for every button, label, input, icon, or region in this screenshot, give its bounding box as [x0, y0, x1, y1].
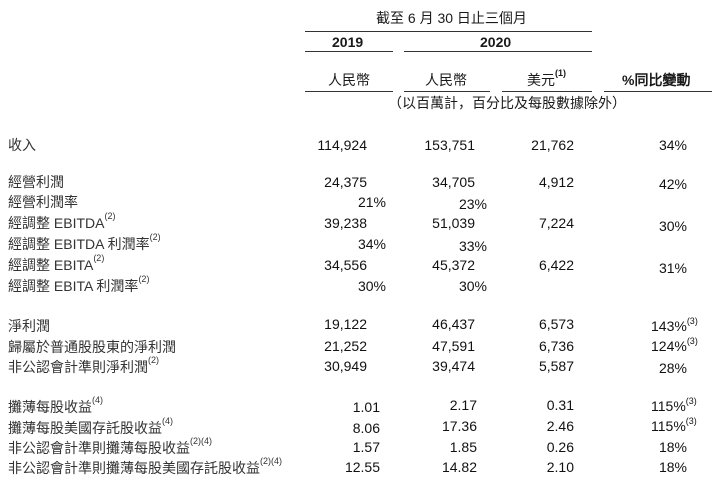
value-yoy: 28% — [658, 360, 687, 376]
value-yoy: 18% — [658, 459, 687, 475]
value-2020: 51,039 — [432, 215, 475, 231]
row-label: 攤薄每股收益(4) — [8, 395, 103, 415]
divider — [404, 91, 490, 92]
value-2020: 23% — [458, 196, 487, 212]
value-2020: 33% — [458, 238, 487, 254]
col-rmb-2020: 人民幣 — [425, 72, 467, 88]
value-yoy: 31% — [658, 260, 687, 276]
value-2020: 34,705 — [432, 174, 475, 190]
value-2020: 46,437 — [432, 316, 475, 332]
value-2020: 14.82 — [441, 459, 477, 475]
row-label: 收入 — [8, 137, 36, 153]
period-heading: 截至 6 月 30 日止三個月 — [376, 10, 527, 26]
value-2020: 47,591 — [432, 338, 475, 354]
value-2019: 19,122 — [324, 316, 367, 332]
divider — [604, 91, 712, 92]
value-usd: 2.10 — [546, 459, 574, 475]
value-yoy: 115%(3) — [651, 416, 697, 434]
col-rmb-2019: 人民幣 — [328, 72, 370, 88]
row-label: 攤薄每股美國存託股收益(4) — [8, 416, 173, 436]
col-yoy: %同比變動 — [622, 72, 691, 88]
year-2019-heading: 2019 — [332, 34, 364, 50]
row-label: 經調整 EBITA(2) — [8, 253, 105, 273]
value-2019: 24,375 — [324, 174, 367, 190]
value-2019: 12.55 — [344, 459, 380, 475]
row-label: 經調整 EBITDA(2) — [8, 211, 116, 231]
row-label: 非公認會計準則攤薄每股美國存託股收益(2)(4) — [8, 456, 282, 476]
row-label: 經調整 EBITDA 利潤率(2) — [8, 232, 161, 252]
value-2019: 21% — [357, 194, 386, 210]
divider — [502, 91, 592, 92]
value-2019: 8.06 — [352, 420, 380, 436]
value-2019: 30,949 — [324, 358, 367, 374]
row-label: 歸屬於普通股股東的淨利潤 — [8, 339, 176, 355]
value-2019: 1.01 — [352, 399, 380, 415]
value-yoy: 42% — [658, 176, 687, 192]
divider — [305, 91, 393, 92]
col-usd: 美元(1) — [527, 68, 566, 88]
value-usd: 6,573 — [538, 316, 574, 332]
value-2020: 2.17 — [449, 397, 477, 413]
divider — [305, 31, 592, 32]
value-2020: 39,474 — [432, 358, 475, 374]
row-label: 非公認會計準則淨利潤(2) — [8, 355, 159, 375]
value-2019: 21,252 — [324, 338, 367, 354]
value-2020: 45,372 — [432, 257, 475, 273]
value-yoy: 34% — [658, 137, 687, 153]
value-2020: 153,751 — [424, 137, 475, 153]
value-2019: 39,238 — [324, 215, 367, 231]
value-usd: 6,422 — [538, 257, 574, 273]
value-usd: 5,587 — [538, 358, 574, 374]
value-yoy: 30% — [658, 218, 687, 234]
row-label: 淨利潤 — [8, 318, 50, 334]
divider — [305, 51, 393, 52]
divider — [404, 51, 592, 52]
row-label: 經調整 EBITA 利潤率(2) — [8, 274, 150, 294]
year-2020-heading: 2020 — [480, 34, 512, 50]
value-2019: 114,924 — [317, 137, 367, 153]
value-2020: 1.85 — [449, 439, 477, 455]
value-usd: 21,762 — [531, 137, 574, 153]
unit-note: （以百萬計，百分比及每股數據除外） — [388, 95, 626, 111]
row-label: 非公認會計準則攤薄每股收益(2)(4) — [8, 436, 212, 456]
value-2019: 1.57 — [352, 439, 380, 455]
value-usd: 0.31 — [546, 397, 574, 413]
value-2020: 17.36 — [441, 418, 477, 434]
value-usd: 7,224 — [538, 215, 574, 231]
row-label: 經營利潤率 — [8, 194, 78, 210]
value-yoy: 18% — [658, 439, 687, 455]
value-2019: 34,556 — [324, 257, 367, 273]
value-yoy: 143%(3) — [651, 316, 698, 334]
value-usd: 2.46 — [546, 418, 574, 434]
value-usd: 4,912 — [538, 174, 574, 190]
value-2020: 30% — [458, 278, 487, 294]
value-usd: 0.26 — [546, 439, 574, 455]
value-yoy: 115%(3) — [651, 396, 697, 414]
value-usd: 6,736 — [538, 338, 574, 354]
value-yoy: 124%(3) — [651, 336, 698, 354]
row-label: 經營利潤 — [8, 174, 64, 190]
value-2019: 34% — [357, 236, 386, 252]
value-2019: 30% — [357, 278, 386, 294]
